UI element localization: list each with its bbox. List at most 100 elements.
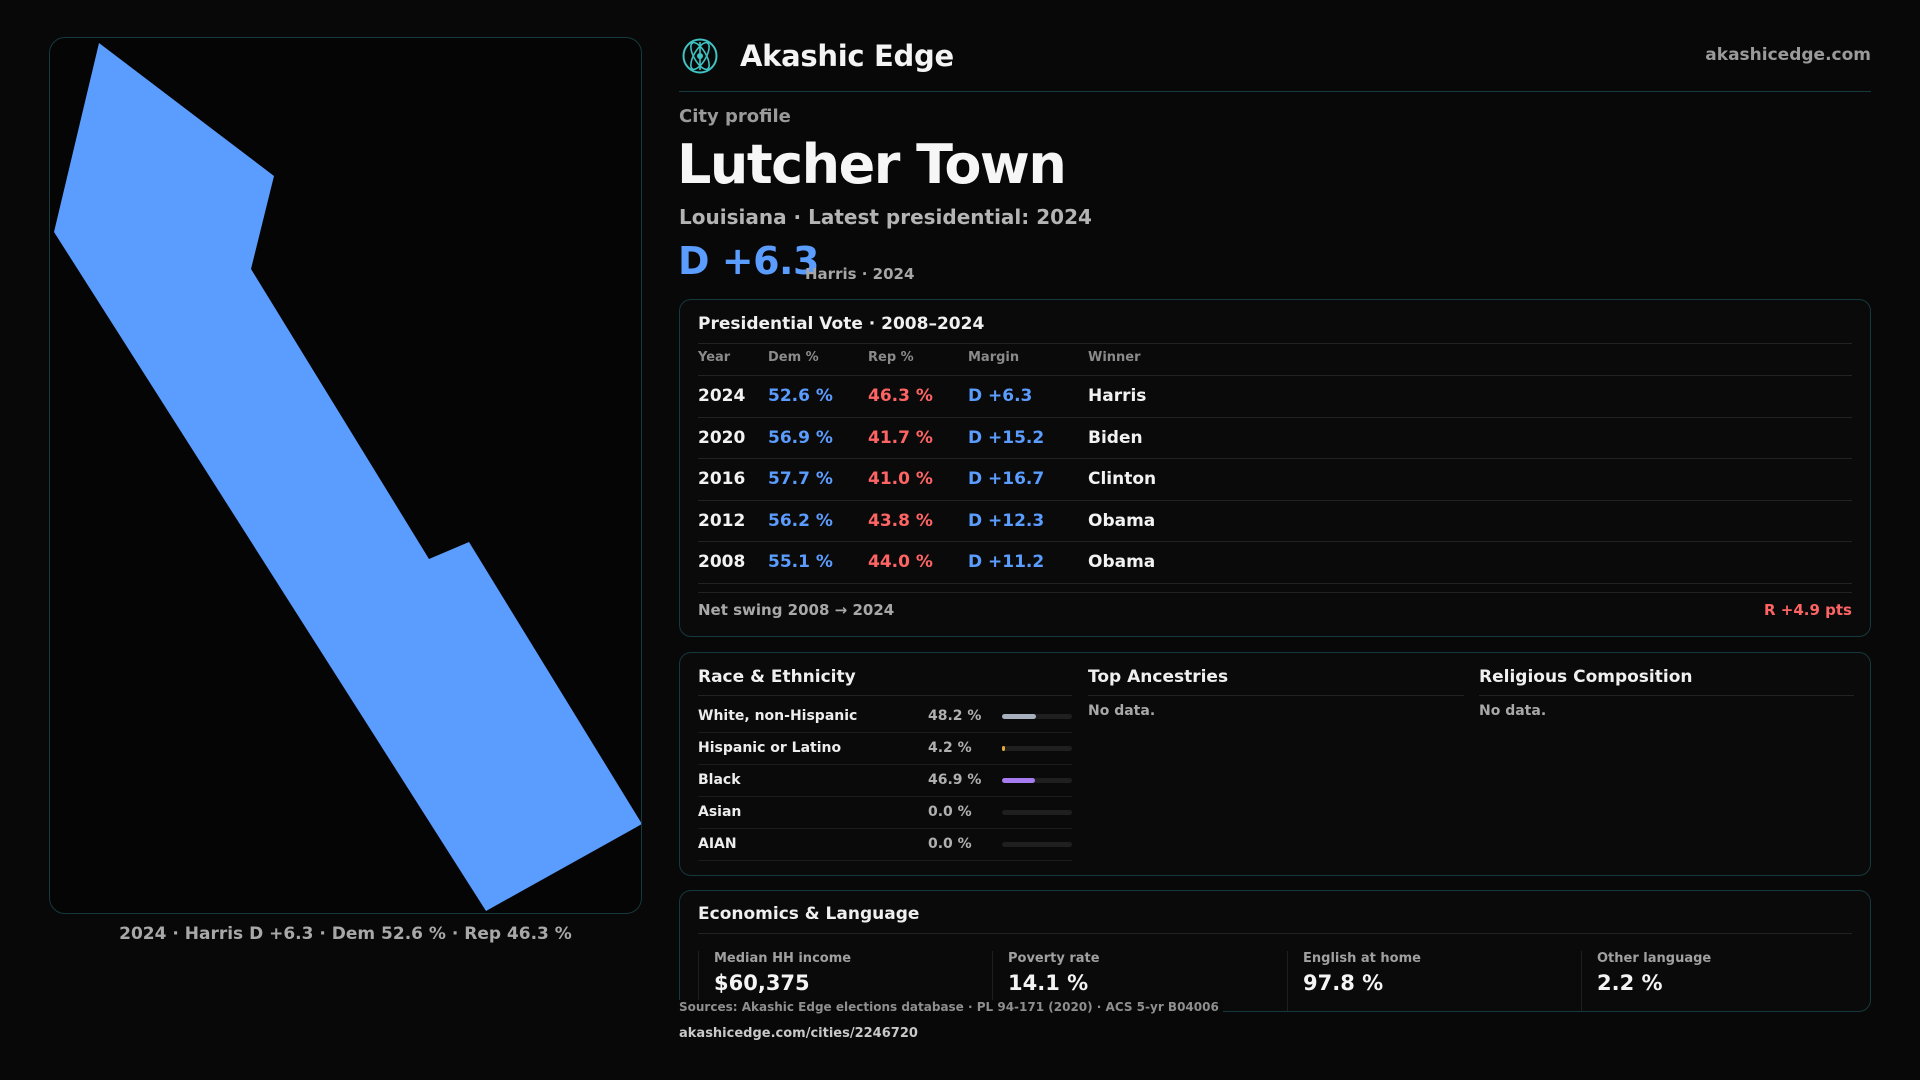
- stat-english-at-home: English at home 97.8 %: [1287, 951, 1583, 1011]
- row-margin: D +11.2: [968, 552, 1045, 572]
- headline-margin: D +6.3: [678, 239, 819, 283]
- headline-note: Harris · 2024: [805, 265, 915, 283]
- map-caption: 2024 · Harris D +6.3 · Dem 52.6 % · Rep …: [119, 924, 572, 944]
- ancestries-empty: No data.: [1088, 703, 1156, 719]
- row-year: 2012: [698, 511, 746, 531]
- row-year: 2024: [698, 386, 746, 406]
- divider: [1088, 695, 1464, 696]
- race-bar-track: [1002, 746, 1072, 751]
- race-bar-track: [1002, 778, 1072, 783]
- stat-label: Other language: [1597, 951, 1712, 966]
- vote-card-title: Presidential Vote · 2008–2024: [698, 314, 985, 334]
- race-label: AIAN: [698, 836, 737, 852]
- divider: [698, 343, 1852, 344]
- row-rep-pct: 41.0 %: [868, 469, 933, 489]
- stat-label: English at home: [1303, 951, 1421, 966]
- stat-value: 2.2 %: [1597, 971, 1663, 995]
- row-year: 2020: [698, 428, 746, 448]
- stat-poverty-rate: Poverty rate 14.1 %: [992, 951, 1288, 1011]
- row-margin: D +12.3: [968, 511, 1045, 531]
- table-row: 2016 57.7 % 41.0 % D +16.7 Clinton: [698, 458, 1852, 500]
- site-url-link[interactable]: akashicedge.com: [1705, 45, 1871, 65]
- column-header-margin: Margin: [968, 350, 1020, 365]
- list-item: Asian 0.0 %: [698, 796, 1072, 829]
- economics-card: Economics & Language Median HH income $6…: [679, 890, 1871, 1012]
- row-dem-pct: 55.1 %: [768, 552, 833, 572]
- row-rep-pct: 46.3 %: [868, 386, 933, 406]
- column-header-dem: Dem %: [768, 350, 819, 365]
- race-label: Black: [698, 772, 741, 788]
- stat-label: Median HH income: [714, 951, 852, 966]
- row-winner: Obama: [1088, 511, 1156, 531]
- profile-subtitle: Louisiana · Latest presidential: 2024: [679, 205, 1092, 229]
- profile-eyebrow: City profile: [679, 106, 791, 127]
- row-winner: Biden: [1088, 428, 1143, 448]
- demographics-card: Race & Ethnicity White, non-Hispanic 48.…: [679, 652, 1871, 876]
- race-pct: 4.2 %: [928, 740, 972, 756]
- net-swing-value: R +4.9 pts: [1764, 601, 1852, 619]
- race-bar-fill: [1002, 778, 1035, 783]
- row-dem-pct: 57.7 %: [768, 469, 833, 489]
- row-rep-pct: 41.7 %: [868, 428, 933, 448]
- atom-globe-icon[interactable]: [682, 38, 718, 74]
- race-ethnicity-title: Race & Ethnicity: [698, 667, 856, 687]
- sources-note: Sources: Akashic Edge elections database…: [679, 1000, 1223, 1014]
- footer-url-link[interactable]: akashicedge.com/cities/2246720: [679, 1026, 918, 1041]
- site-header: Akashic Edge akashicedge.com: [679, 37, 1871, 92]
- table-row: 2020 56.9 % 41.7 % D +15.2 Biden: [698, 417, 1852, 459]
- race-bar-track: [1002, 714, 1072, 719]
- divider: [698, 592, 1852, 593]
- race-pct: 0.0 %: [928, 836, 972, 852]
- divider: [698, 933, 1852, 934]
- race-label: White, non-Hispanic: [698, 708, 858, 724]
- divider: [1479, 695, 1854, 696]
- city-boundary-shape: [54, 43, 641, 911]
- list-item: White, non-Hispanic 48.2 %: [698, 700, 1072, 733]
- religion-title: Religious Composition: [1479, 667, 1693, 687]
- row-dem-pct: 56.2 %: [768, 511, 833, 531]
- race-bar-fill: [1002, 714, 1036, 719]
- page-title: Lutcher Town: [677, 133, 1067, 196]
- stat-value: 97.8 %: [1303, 971, 1384, 995]
- row-rep-pct: 43.8 %: [868, 511, 933, 531]
- stat-label: Poverty rate: [1008, 951, 1100, 966]
- net-swing-label: Net swing 2008 → 2024: [698, 601, 895, 619]
- row-dem-pct: 52.6 %: [768, 386, 833, 406]
- table-row: 2012 56.2 % 43.8 % D +12.3 Obama: [698, 500, 1852, 542]
- divider: [698, 583, 1852, 584]
- divider: [698, 695, 1072, 696]
- column-header-rep: Rep %: [868, 350, 914, 365]
- religion-empty: No data.: [1479, 703, 1547, 719]
- row-winner: Harris: [1088, 386, 1147, 406]
- row-year: 2008: [698, 552, 746, 572]
- race-bar-fill: [1002, 746, 1005, 751]
- row-rep-pct: 44.0 %: [868, 552, 933, 572]
- row-year: 2016: [698, 469, 746, 489]
- column-header-winner: Winner: [1088, 350, 1141, 365]
- list-item: AIAN 0.0 %: [698, 828, 1072, 861]
- row-winner: Obama: [1088, 552, 1156, 572]
- race-label: Hispanic or Latino: [698, 740, 842, 756]
- stat-value: $60,375: [714, 971, 810, 995]
- table-row: 2008 55.1 % 44.0 % D +11.2 Obama: [698, 541, 1852, 583]
- presidential-vote-card: Presidential Vote · 2008–2024 Year Dem %…: [679, 299, 1871, 637]
- row-margin: D +15.2: [968, 428, 1045, 448]
- race-label: Asian: [698, 804, 742, 820]
- list-item: Hispanic or Latino 4.2 %: [698, 732, 1072, 765]
- ancestries-title: Top Ancestries: [1088, 667, 1229, 687]
- race-pct: 0.0 %: [928, 804, 972, 820]
- list-item: Black 46.9 %: [698, 764, 1072, 797]
- race-pct: 48.2 %: [928, 708, 982, 724]
- stat-median-income: Median HH income $60,375: [698, 951, 994, 1011]
- row-winner: Clinton: [1088, 469, 1157, 489]
- row-margin: D +16.7: [968, 469, 1045, 489]
- table-row: 2024 52.6 % 46.3 % D +6.3 Harris: [698, 375, 1852, 417]
- brand-name[interactable]: Akashic Edge: [740, 39, 954, 73]
- city-boundary-map: [49, 37, 642, 914]
- city-boundary-svg: [54, 43, 641, 911]
- row-margin: D +6.3: [968, 386, 1033, 406]
- stat-other-language: Other language 2.2 %: [1581, 951, 1857, 1011]
- column-header-year: Year: [698, 350, 731, 365]
- race-pct: 46.9 %: [928, 772, 982, 788]
- economics-title: Economics & Language: [698, 904, 920, 924]
